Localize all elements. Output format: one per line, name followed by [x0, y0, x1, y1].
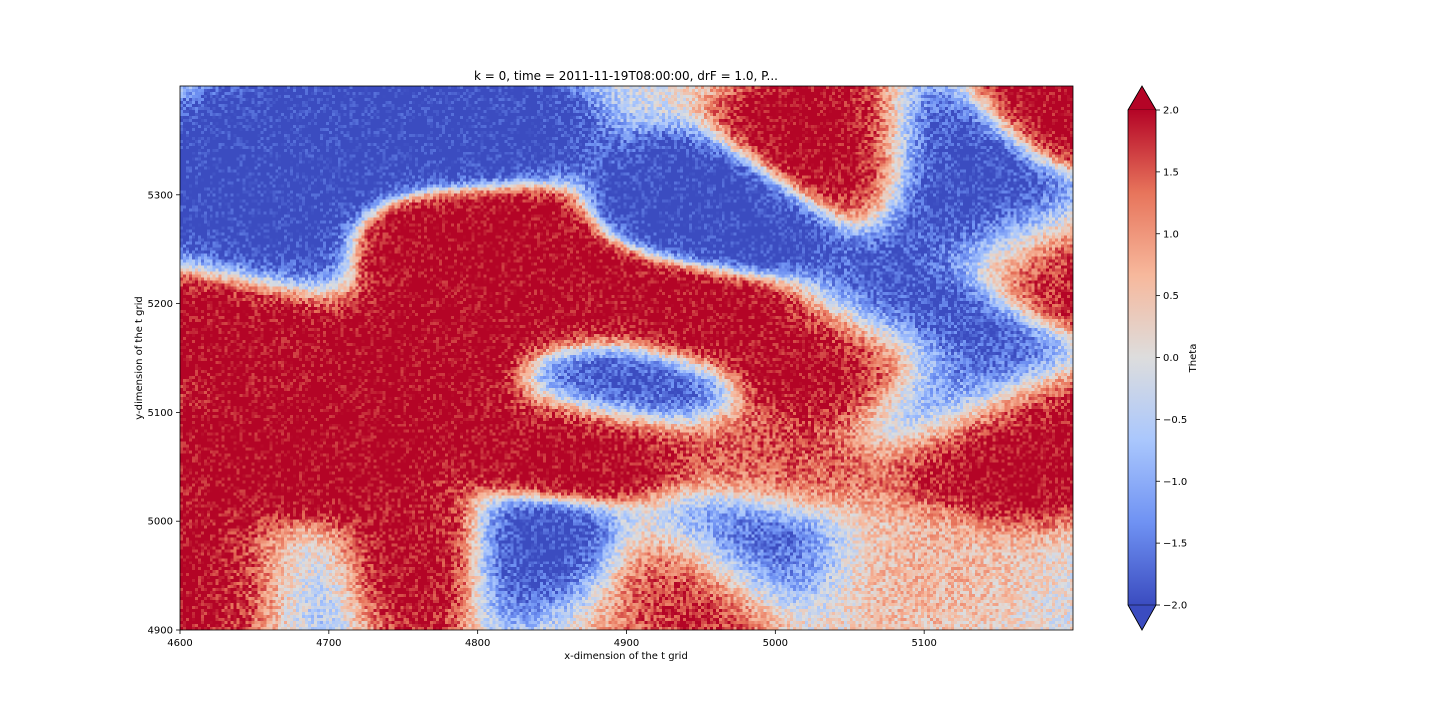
y-axis-ticks: 4900 5000 5100 5200 5300	[148, 190, 180, 637]
x-tick-label: 4900	[614, 638, 639, 649]
y-tick-label: 5200	[148, 299, 173, 310]
x-axis-ticks: 4600 4700 4800 4900 5000 5100	[167, 630, 937, 649]
heatmap-canvas	[180, 86, 1073, 630]
y-axis-label: y-dimension of the t grid	[134, 296, 145, 419]
colorbar-ticks: −2.0 −1.5 −1.0 −0.5 0.0 0.5 1.0 1.5 2.0	[1156, 106, 1187, 612]
y-tick-label: 4900	[148, 626, 173, 637]
colorbar-tick-label: 0.0	[1163, 353, 1179, 364]
colorbar-tick-label: 2.0	[1163, 106, 1179, 117]
colorbar-body	[1128, 110, 1156, 605]
x-tick-label: 5100	[911, 638, 936, 649]
x-axis-label: x-dimension of the t grid	[564, 651, 688, 662]
colorbar-tick-label: −2.0	[1163, 601, 1187, 612]
colorbar-extend-min	[1127, 604, 1157, 631]
colorbar-tick-label: −1.5	[1163, 539, 1187, 550]
x-tick-label: 4600	[167, 638, 192, 649]
colorbar-tick-label: −1.0	[1163, 477, 1187, 488]
colorbar: −2.0 −1.5 −1.0 −0.5 0.0 0.5 1.0 1.5 2.0 Theta	[1127, 85, 1199, 631]
chart-title: k = 0, time = 2011-11-19T08:00:00, drF =…	[474, 69, 778, 83]
plot-area	[179, 85, 1074, 631]
colorbar-tick-label: 0.5	[1163, 291, 1179, 302]
colorbar-label: Theta	[1188, 344, 1199, 374]
x-tick-label: 4800	[465, 638, 490, 649]
y-tick-label: 5000	[148, 517, 173, 528]
colorbar-extend-max	[1127, 85, 1157, 111]
y-tick-label: 5100	[148, 408, 173, 419]
y-tick-label: 5300	[148, 190, 173, 201]
colorbar-tick-label: 1.5	[1163, 167, 1179, 178]
colorbar-tick-label: 1.0	[1163, 229, 1179, 240]
x-tick-label: 5000	[763, 638, 788, 649]
colorbar-tick-label: −0.5	[1163, 415, 1187, 426]
x-tick-label: 4700	[316, 638, 341, 649]
